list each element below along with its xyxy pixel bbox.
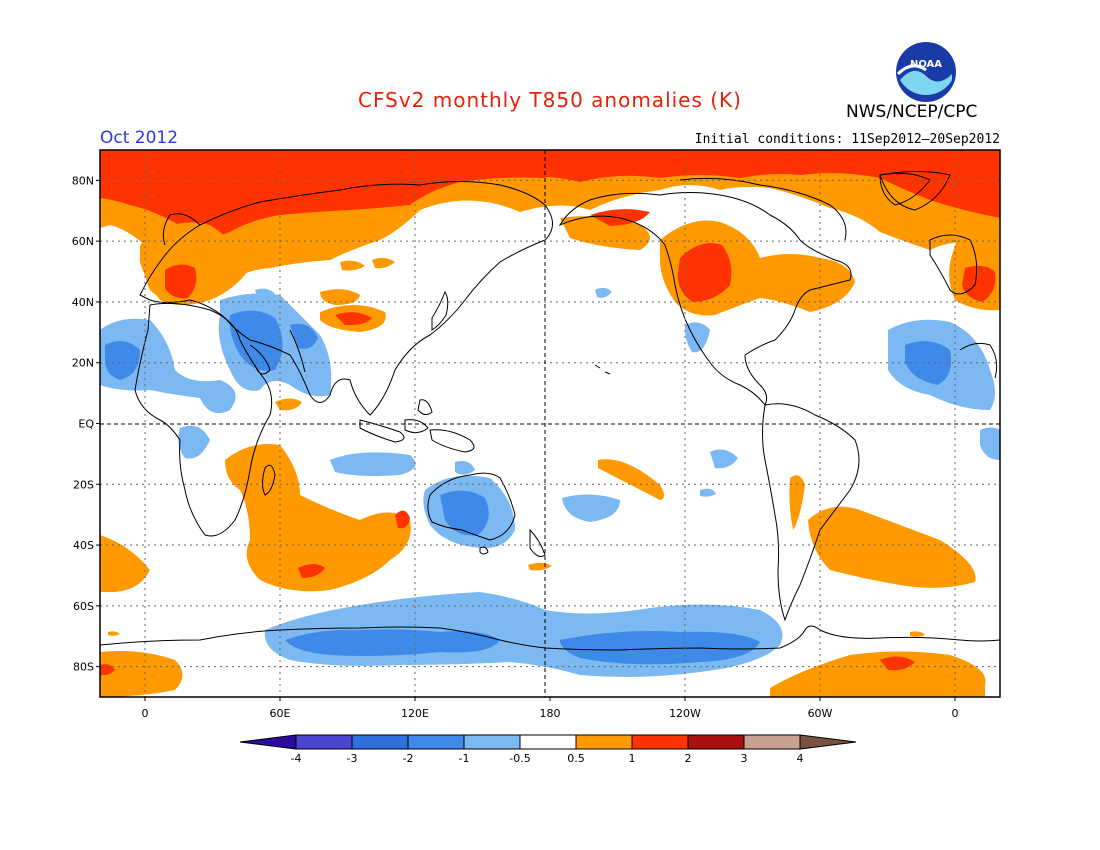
legend-level-label: -3: [347, 752, 358, 765]
legend-swatch: [743, 734, 801, 750]
map-title: CFSv2 monthly T850 anomalies (K): [358, 88, 742, 112]
legend-level-label: 0.5: [567, 752, 585, 765]
legend-swatch: [575, 734, 633, 750]
legend-level-label: 4: [797, 752, 804, 765]
legend-level-label: 2: [685, 752, 692, 765]
lat-label: 80N: [72, 174, 94, 187]
lon-label: 60W: [808, 707, 833, 720]
legend-level-label: -1: [459, 752, 470, 765]
graticule: [100, 150, 1000, 697]
lat-label: 40S: [73, 539, 94, 552]
legend-level-label: -4: [291, 752, 302, 765]
europe-hot: [165, 264, 197, 299]
europe-hot-right: [962, 265, 996, 302]
antarctic-warm-west: [100, 651, 183, 697]
legend-arrow-low: [239, 734, 297, 750]
legend-level-label: 3: [741, 752, 748, 765]
latitude-labels: 80N 60N 40N 20N EQ 20S 40S 60S 80S: [72, 174, 100, 674]
north-africa-cool: [100, 318, 236, 414]
lon-label: 60E: [270, 707, 291, 720]
legend-level-label: -0.5: [509, 752, 530, 765]
longitude-labels: 0 60E 120E 180 120W 60W 0: [142, 697, 959, 720]
noaa-logo-text: NOAA: [910, 59, 942, 70]
antarctic-warm-east: [770, 651, 986, 697]
lon-label: 120E: [401, 707, 429, 720]
lon-label: 180: [540, 707, 561, 720]
arctic-strong-warm: [100, 150, 1000, 218]
lat-label: EQ: [78, 418, 94, 431]
legend-swatch: [407, 734, 465, 750]
noaa-logo: NOAA: [896, 42, 956, 102]
south-indian-warm: [225, 444, 411, 592]
legend-arrow-high: [799, 734, 857, 750]
lat-label: 20S: [73, 478, 94, 491]
agency-label: NWS/NCEP/CPC: [846, 102, 978, 122]
initial-conditions: Initial conditions: 11Sep2012–20Sep2012: [694, 132, 1000, 147]
lon-label: 120W: [669, 707, 701, 720]
coastlines: [100, 171, 1000, 651]
arctic-strong-warm-west: [100, 150, 545, 236]
lon-label: 0: [142, 707, 149, 720]
legend-level-label: -2: [403, 752, 414, 765]
south-atlantic-warm: [808, 506, 976, 588]
legend-swatch: [295, 734, 353, 750]
lat-label: 40N: [72, 296, 94, 309]
color-legend: -4 -3 -2 -1 -0.5 0.5 1 2 3 4: [239, 734, 857, 765]
lat-label: 20N: [72, 357, 94, 370]
north-america-hot: [677, 243, 732, 302]
legend-swatch: [519, 734, 577, 750]
legend-swatch: [463, 734, 521, 750]
lat-label: 60S: [73, 600, 94, 613]
legend-swatch: [687, 734, 745, 750]
lat-label: 80S: [73, 661, 94, 674]
lat-label: 60N: [72, 235, 94, 248]
legend-swatch: [351, 734, 409, 750]
forecast-month: Oct 2012: [100, 128, 179, 148]
legend-level-label: 1: [629, 752, 636, 765]
legend-swatch: [631, 734, 689, 750]
lon-label: 0: [952, 707, 959, 720]
